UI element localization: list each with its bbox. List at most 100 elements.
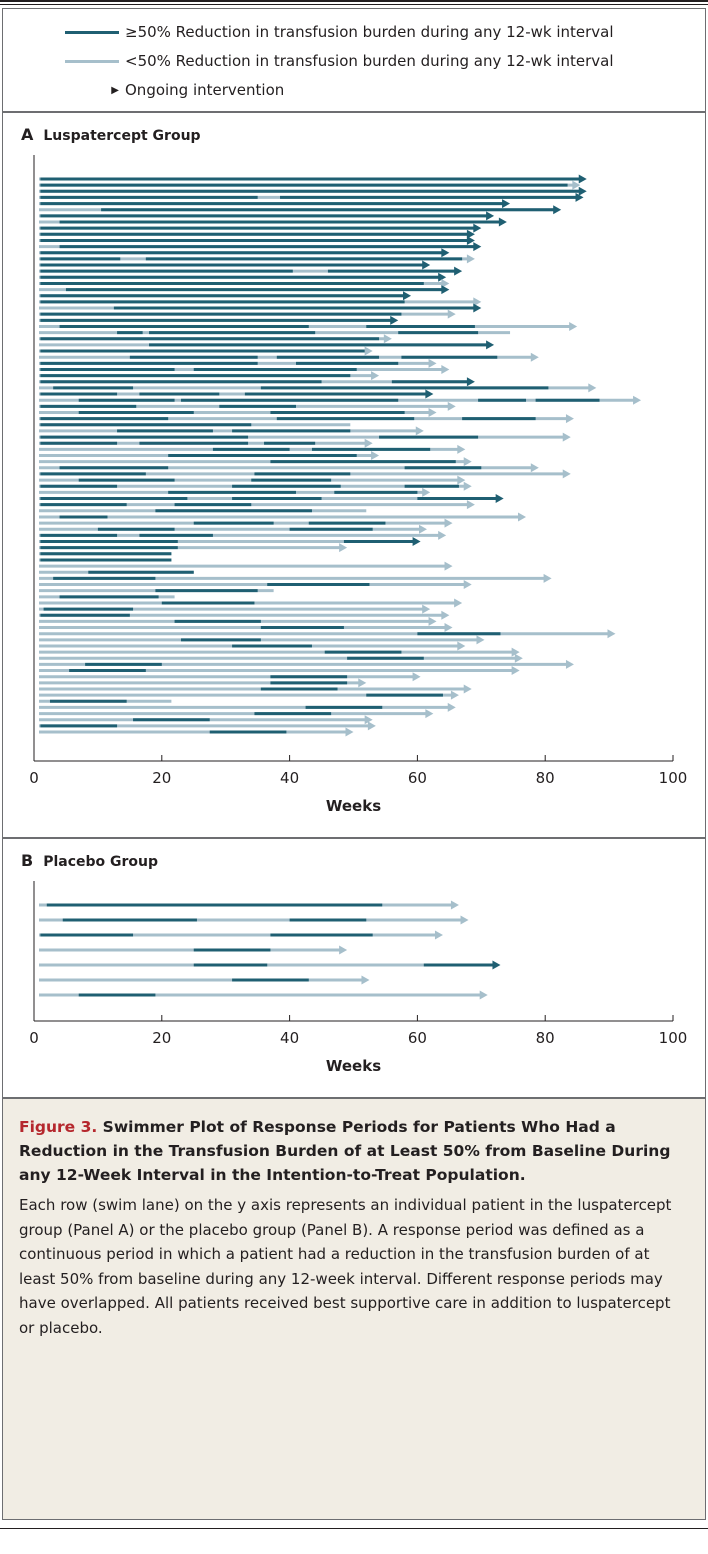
panel-b-heading: B Placebo Group — [21, 851, 158, 870]
legend-item-ongoing: ▶ Ongoing intervention — [65, 79, 284, 101]
ongoing-arrow — [530, 463, 539, 473]
ongoing-arrow — [486, 211, 495, 221]
ongoing-arrow — [444, 623, 453, 633]
ongoing-arrow — [361, 975, 370, 985]
ongoing-arrow — [441, 364, 450, 374]
ongoing-arrow — [441, 278, 450, 288]
ongoing-arrow — [422, 604, 431, 614]
ongoing-arrow — [438, 530, 447, 540]
x-tick-label: 100 — [659, 769, 688, 787]
ongoing-arrow — [450, 900, 459, 910]
ongoing-arrow — [371, 371, 380, 381]
ongoing-arrow — [473, 297, 482, 307]
ongoing-arrow — [569, 321, 578, 331]
ongoing-arrow — [511, 666, 520, 676]
x-tick-label: 100 — [659, 1029, 688, 1047]
ongoing-arrow — [463, 580, 472, 590]
ongoing-arrow — [447, 401, 456, 411]
ongoing-arrow — [492, 960, 501, 970]
x-tick-label: 0 — [29, 1029, 39, 1047]
bottom-rule — [0, 1528, 708, 1529]
caption-body: Each row (swim lane) on the y axis repre… — [19, 1196, 672, 1337]
responder-swatch — [65, 30, 119, 34]
ongoing-arrow — [518, 512, 527, 522]
ongoing-arrow — [565, 414, 574, 424]
panel-a-letter: A — [21, 125, 34, 144]
ongoing-arrow — [466, 254, 475, 264]
ongoing-arrow — [473, 242, 482, 252]
ongoing-arrow — [358, 678, 367, 688]
ongoing-arrow — [486, 340, 495, 350]
ongoing-arrow — [578, 174, 587, 184]
ongoing-arrow — [460, 915, 469, 925]
ongoing-arrow — [441, 285, 450, 295]
ongoing-arrow — [428, 616, 437, 626]
ongoing-arrow — [425, 709, 434, 719]
x-tick-label: 20 — [152, 1029, 171, 1047]
ongoing-arrow — [422, 487, 431, 497]
x-axis-title: Weeks — [326, 1057, 381, 1075]
panel-a-heading: A Luspatercept Group — [21, 125, 201, 144]
nonresponder-swatch — [65, 59, 119, 63]
panel-b-title: Placebo Group — [43, 854, 159, 870]
ongoing-arrow — [447, 702, 456, 712]
ongoing-arrow — [511, 647, 520, 657]
ongoing-arrow — [530, 352, 539, 362]
ongoing-arrow — [607, 629, 616, 639]
ongoing-arrow — [588, 383, 597, 393]
ongoing-arrow — [562, 432, 571, 442]
x-tick-label: 40 — [280, 1029, 299, 1047]
ongoing-arrow — [466, 235, 475, 245]
ongoing-arrow — [463, 684, 472, 694]
ongoing-arrow — [498, 217, 507, 227]
ongoing-arrow — [383, 334, 392, 344]
ongoing-arrow — [339, 543, 348, 553]
ongoing-arrow — [466, 377, 475, 387]
ongoing-arrow — [428, 358, 437, 368]
ongoing-arrow — [403, 291, 412, 301]
ongoing-arrow — [367, 721, 376, 731]
ongoing-arrow — [479, 990, 488, 1000]
ongoing-arrow — [434, 930, 443, 940]
ongoing-arrow — [514, 653, 523, 663]
ongoing-arrow — [438, 272, 447, 282]
ongoing-arrow — [463, 481, 472, 491]
ongoing-arrow — [463, 457, 472, 467]
ongoing-arrow — [473, 223, 482, 233]
ongoing-arrow — [495, 494, 504, 504]
ongoing-arrow — [415, 426, 424, 436]
ongoing-arrow — [457, 444, 466, 454]
ongoing-arrow — [339, 945, 348, 955]
x-axis-title: Weeks — [326, 797, 381, 815]
caption-title-text: Swimmer Plot of Response Periods for Pat… — [19, 1118, 671, 1184]
x-tick-label: 60 — [408, 1029, 427, 1047]
ongoing-arrow — [543, 573, 552, 583]
ongoing-arrow — [633, 395, 642, 405]
figure-caption: Figure 3. Swimmer Plot of Response Perio… — [2, 1098, 706, 1520]
ongoing-arrow — [457, 475, 466, 485]
x-tick-label: 20 — [152, 769, 171, 787]
ongoing-arrow — [441, 610, 450, 620]
legend-responder-label: ≥50% Reduction in transfusion burden dur… — [125, 23, 614, 41]
ongoing-arrow — [447, 309, 456, 319]
legend-ongoing-label: Ongoing intervention — [125, 81, 285, 99]
ongoing-arrow — [441, 248, 450, 258]
panel-a-title: Luspatercept Group — [43, 128, 201, 144]
ongoing-arrow — [466, 229, 475, 239]
panel-b: B Placebo Group 0 20 40 60 80 100 Weeks — [2, 838, 706, 1098]
ongoing-arrow — [572, 180, 581, 190]
top-rule — [0, 0, 708, 2]
ongoing-arrow — [412, 672, 421, 682]
panel-b-plot: 0 20 40 60 80 100 Weeks — [29, 881, 688, 1075]
ongoing-arrow — [553, 205, 562, 215]
ongoing-arrow — [390, 315, 399, 325]
ongoing-arrow — [345, 727, 354, 737]
ongoing-arrow — [578, 186, 587, 196]
ongoing-arrow — [364, 438, 373, 448]
ongoing-arrow — [364, 715, 373, 725]
ongoing-arrow — [428, 407, 437, 417]
ongoing-arrow — [562, 469, 571, 479]
ongoing-arrow — [371, 451, 380, 460]
figure-label: Figure 3. — [19, 1118, 98, 1136]
